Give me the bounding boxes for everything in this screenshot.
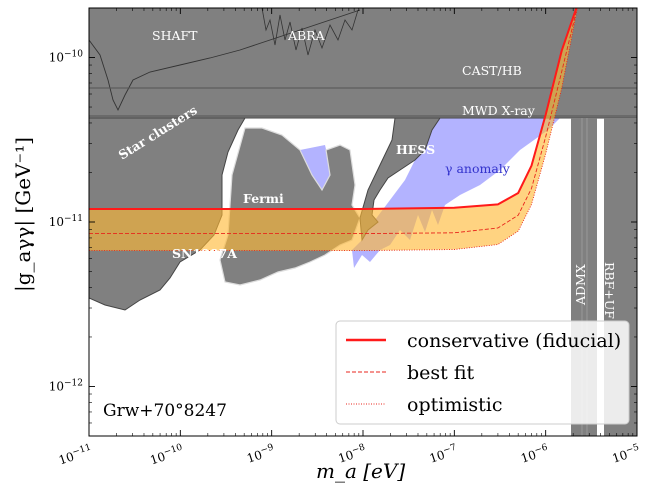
y-axis-title-text: |g_aγγ| [GeV⁻¹] bbox=[11, 137, 36, 292]
label-sn1987a: SN1987A bbox=[172, 246, 237, 261]
series-line-1 bbox=[89, 8, 578, 235]
projection-band bbox=[89, 8, 578, 251]
x-tick-label-6: 10−5 bbox=[610, 443, 642, 466]
legend: conservative (fiducial) best fit optimis… bbox=[335, 320, 630, 425]
shaft-abra-curve bbox=[89, 9, 361, 112]
x-tick-label-2: 10−9 bbox=[245, 443, 277, 466]
hess-region bbox=[359, 117, 441, 242]
abra-curve bbox=[261, 8, 359, 56]
y-tick-base: 10 bbox=[49, 379, 64, 393]
y-tick-exponent: −10 bbox=[64, 50, 83, 60]
label-hess: HESS bbox=[396, 142, 435, 157]
x-axis-title: m_a [eV] bbox=[316, 459, 405, 483]
x-tick-exponent: −9 bbox=[259, 443, 275, 457]
legend-label-optimistic: optimistic bbox=[407, 394, 503, 416]
x-tick-base: 10 bbox=[428, 448, 447, 466]
series-layer bbox=[89, 8, 578, 252]
x-tick-base: 10 bbox=[245, 448, 264, 466]
x-tick-exponent: −10 bbox=[163, 443, 184, 458]
x-tick-base: 10 bbox=[148, 449, 167, 467]
y-tick-exponent: −12 bbox=[64, 378, 83, 388]
x-tick-base: 10 bbox=[336, 448, 355, 466]
label-abra: ABRA bbox=[287, 28, 326, 43]
x-tick-base: 10 bbox=[519, 448, 538, 466]
x-tick-label-4: 10−7 bbox=[427, 443, 459, 466]
gamma-anomaly-region bbox=[300, 145, 332, 190]
legend-label-best-fit: best fit bbox=[407, 362, 475, 384]
y-tick-base: 10 bbox=[49, 215, 64, 229]
x-tick-label-5: 10−6 bbox=[519, 443, 551, 466]
label-mwd-xray: MWD X-ray bbox=[462, 103, 536, 118]
y-tick-label-1: 10−11 bbox=[49, 214, 83, 229]
x-tick-exponent: −11 bbox=[71, 443, 92, 458]
legend-label-conservative: conservative (fiducial) bbox=[407, 330, 621, 352]
axis-ticks: 10−11 10−10 10−9 10−8 10−7 10−6 10−510−1210−11… bbox=[49, 8, 642, 468]
x-tick-label-1: 10−10 bbox=[148, 443, 185, 468]
label-shaft: SHAFT bbox=[152, 28, 198, 43]
label-cast-hb: CAST/HB bbox=[462, 63, 522, 78]
x-tick-base: 10 bbox=[57, 449, 76, 467]
label-gamma-anomaly: γ anomaly bbox=[445, 161, 511, 176]
legend-box bbox=[335, 320, 630, 425]
y-tick-exponent: −11 bbox=[64, 214, 83, 224]
y-axis-title: |g_aγγ| [GeV⁻¹] bbox=[11, 137, 36, 292]
x-tick-exponent: −7 bbox=[442, 443, 458, 457]
series-line-0 bbox=[89, 8, 578, 210]
x-tick-exponent: −6 bbox=[533, 443, 549, 457]
plot-area: SHAFT ABRA CAST/HB MWD X-ray Star cluste… bbox=[89, 8, 637, 436]
y-tick-base: 10 bbox=[49, 51, 64, 65]
label-admx: ADMX bbox=[573, 264, 588, 306]
x-tick-label-3: 10−8 bbox=[336, 443, 368, 466]
label-rbf-uf: RBF+UF bbox=[602, 262, 617, 319]
label-fermi: Fermi bbox=[243, 191, 284, 206]
x-tick-exponent: −5 bbox=[625, 443, 641, 457]
upper-excluded-region bbox=[89, 8, 637, 119]
x-tick-base: 10 bbox=[610, 448, 629, 466]
x-axis-title-text: m_a [eV] bbox=[316, 459, 405, 483]
y-tick-label-0: 10−12 bbox=[49, 378, 83, 393]
star-name-label: Grw+70°8247 bbox=[103, 401, 227, 421]
series-line-2 bbox=[89, 8, 578, 252]
x-tick-label-0: 10−11 bbox=[57, 443, 94, 468]
x-tick-exponent: −8 bbox=[351, 443, 367, 457]
y-tick-label-2: 10−10 bbox=[49, 50, 84, 65]
